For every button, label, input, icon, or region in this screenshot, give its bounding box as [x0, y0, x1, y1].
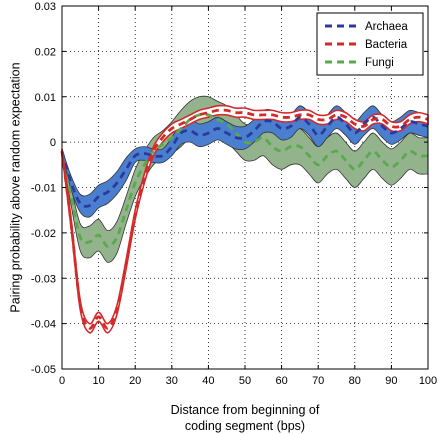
x-tick-label: 100: [419, 375, 437, 387]
legend-label-bacteria: Bacteria: [365, 39, 408, 51]
legend-label-fungi: Fungi: [365, 57, 394, 69]
y-tick-label: -0.01: [31, 183, 56, 195]
x-axis-label-line-2: coding segment (bps): [185, 419, 305, 433]
axis-ticks: [61, 5, 429, 370]
x-tick-label: 30: [166, 375, 178, 387]
y-tick-label: 0.01: [35, 92, 56, 104]
legend: Archaea Bacteria Fungi: [316, 12, 424, 76]
y-tick-label: -0.04: [31, 319, 56, 331]
y-axis-label: Pairing probability above random expecta…: [8, 62, 22, 312]
bacteria-series-line: [60, 108, 429, 330]
y-tick-label: 0: [50, 137, 56, 149]
y-tick-label: -0.03: [31, 273, 56, 285]
archaea-series-line: [60, 115, 429, 208]
series-lines: [60, 108, 429, 330]
x-tick-label: 50: [239, 375, 251, 387]
x-tick-label: 70: [312, 375, 324, 387]
x-tick-label: 60: [275, 375, 287, 387]
x-tick-label: 80: [349, 375, 361, 387]
fungi-series-line: [60, 112, 429, 248]
x-tick-label: 90: [385, 375, 397, 387]
y-tick-label: 0.03: [35, 1, 56, 13]
x-tick-labels: 0 10 20 30 40 50 60 70 80 90 100: [59, 375, 437, 387]
x-tick-label: 10: [92, 375, 104, 387]
x-tick-label: 40: [202, 375, 214, 387]
x-axis-label-line-1: Distance from beginning of: [171, 403, 320, 417]
legend-box: [316, 12, 424, 76]
y-tick-label: 0.02: [35, 46, 56, 58]
x-tick-label: 20: [129, 375, 141, 387]
y-tick-label: -0.05: [31, 364, 56, 376]
y-tick-labels: 0.03 0.02 0.01 0 -0.01 -0.02 -0.03 -0.04 -0.05: [31, 1, 56, 376]
y-tick-label: -0.02: [31, 228, 56, 240]
legend-label-archaea: Archaea: [365, 21, 408, 33]
x-tick-label: 0: [59, 375, 65, 387]
